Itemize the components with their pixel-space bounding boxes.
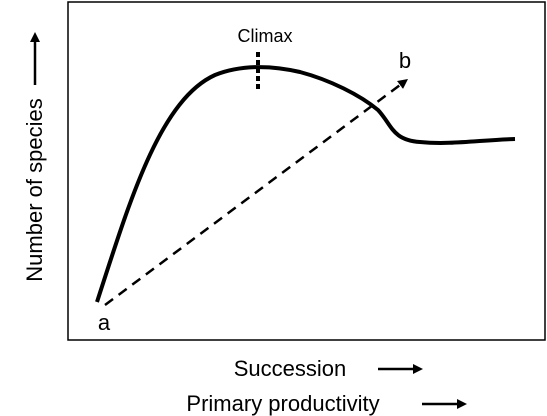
climax-label: Climax bbox=[237, 26, 292, 46]
species-curve bbox=[95, 65, 516, 303]
frame bbox=[67, 1, 546, 341]
productivity-line bbox=[104, 79, 409, 307]
start-label: a bbox=[98, 310, 111, 335]
y-axis-label: Number of species bbox=[22, 98, 47, 281]
x-axis-label: Primary productivity bbox=[186, 391, 379, 416]
end-label: b bbox=[399, 48, 411, 73]
x-axis-label: Succession bbox=[234, 356, 347, 381]
y-axis: Number of species bbox=[22, 32, 47, 282]
